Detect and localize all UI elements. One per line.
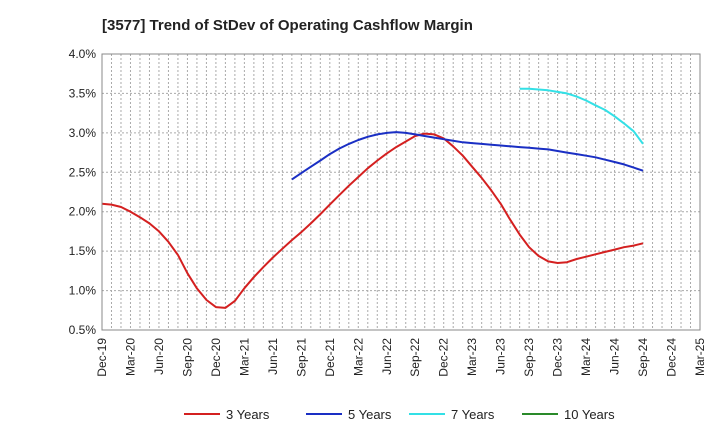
series-line-5-years bbox=[291, 131, 644, 181]
x-tick-label: Sep-20 bbox=[180, 338, 194, 377]
legend-label: 3 Years bbox=[226, 407, 270, 422]
series-line-3-years bbox=[101, 132, 644, 309]
x-tick-label: Mar-23 bbox=[465, 338, 479, 376]
x-tick-label: Mar-25 bbox=[693, 338, 707, 376]
x-tick-label: Sep-21 bbox=[294, 338, 308, 377]
x-tick-label: Mar-21 bbox=[237, 338, 251, 376]
series-line-7-years bbox=[519, 87, 644, 145]
x-tick-label: Sep-23 bbox=[522, 338, 536, 377]
legend-item: 7 Years bbox=[409, 407, 495, 422]
x-tick-label: Mar-24 bbox=[579, 338, 593, 376]
y-tick-label: 3.0% bbox=[69, 126, 97, 140]
chart-title: [3577] Trend of StDev of Operating Cashf… bbox=[102, 17, 473, 34]
y-tick-label: 2.0% bbox=[69, 205, 97, 219]
y-tick-label: 3.5% bbox=[69, 86, 97, 100]
x-tick-label: Dec-22 bbox=[437, 338, 451, 377]
legend-item: 5 Years bbox=[306, 407, 392, 422]
legend-item: 3 Years bbox=[184, 407, 270, 422]
x-tick-label: Jun-22 bbox=[380, 338, 394, 375]
x-tick-label: Dec-19 bbox=[95, 338, 109, 377]
y-tick-label: 0.5% bbox=[69, 323, 97, 337]
legend-item: 10 Years bbox=[522, 407, 615, 422]
x-axis: Dec-19 Mar-20 Jun-20 Sep-20 Dec-20 Mar-21 Jun-… bbox=[95, 338, 707, 377]
plot-area bbox=[102, 54, 700, 330]
legend-label: 5 Years bbox=[348, 407, 392, 422]
y-axis: 0.5% 1.0% 1.5% 2.0% 2.5% 3.0% 3.5% 4.0% bbox=[69, 47, 97, 337]
x-tick-label: Sep-22 bbox=[408, 338, 422, 377]
x-tick-label: Dec-23 bbox=[551, 338, 565, 377]
legend-label: 10 Years bbox=[564, 407, 615, 422]
y-tick-label: 1.5% bbox=[69, 244, 97, 258]
x-tick-label: Jun-21 bbox=[266, 338, 280, 375]
x-tick-label: Jun-20 bbox=[152, 338, 166, 375]
x-tick-label: Jun-23 bbox=[494, 338, 508, 375]
x-tick-label: Dec-21 bbox=[323, 338, 337, 377]
x-tick-label: Dec-24 bbox=[665, 338, 679, 377]
x-tick-label: Sep-24 bbox=[636, 338, 650, 377]
grid bbox=[102, 54, 700, 330]
y-tick-label: 1.0% bbox=[69, 284, 97, 298]
y-tick-label: 2.5% bbox=[69, 165, 97, 179]
plot-border bbox=[101, 53, 701, 331]
legend: 3 Years 5 Years 7 Years 10 Years bbox=[184, 407, 615, 422]
legend-label: 7 Years bbox=[451, 407, 495, 422]
x-tick-label: Mar-22 bbox=[351, 338, 365, 376]
x-tick-label: Dec-20 bbox=[209, 338, 223, 377]
x-tick-label: Mar-20 bbox=[123, 338, 137, 376]
x-tick-label: Jun-24 bbox=[608, 338, 622, 375]
series-layer bbox=[101, 87, 644, 309]
y-tick-label: 4.0% bbox=[69, 47, 97, 61]
